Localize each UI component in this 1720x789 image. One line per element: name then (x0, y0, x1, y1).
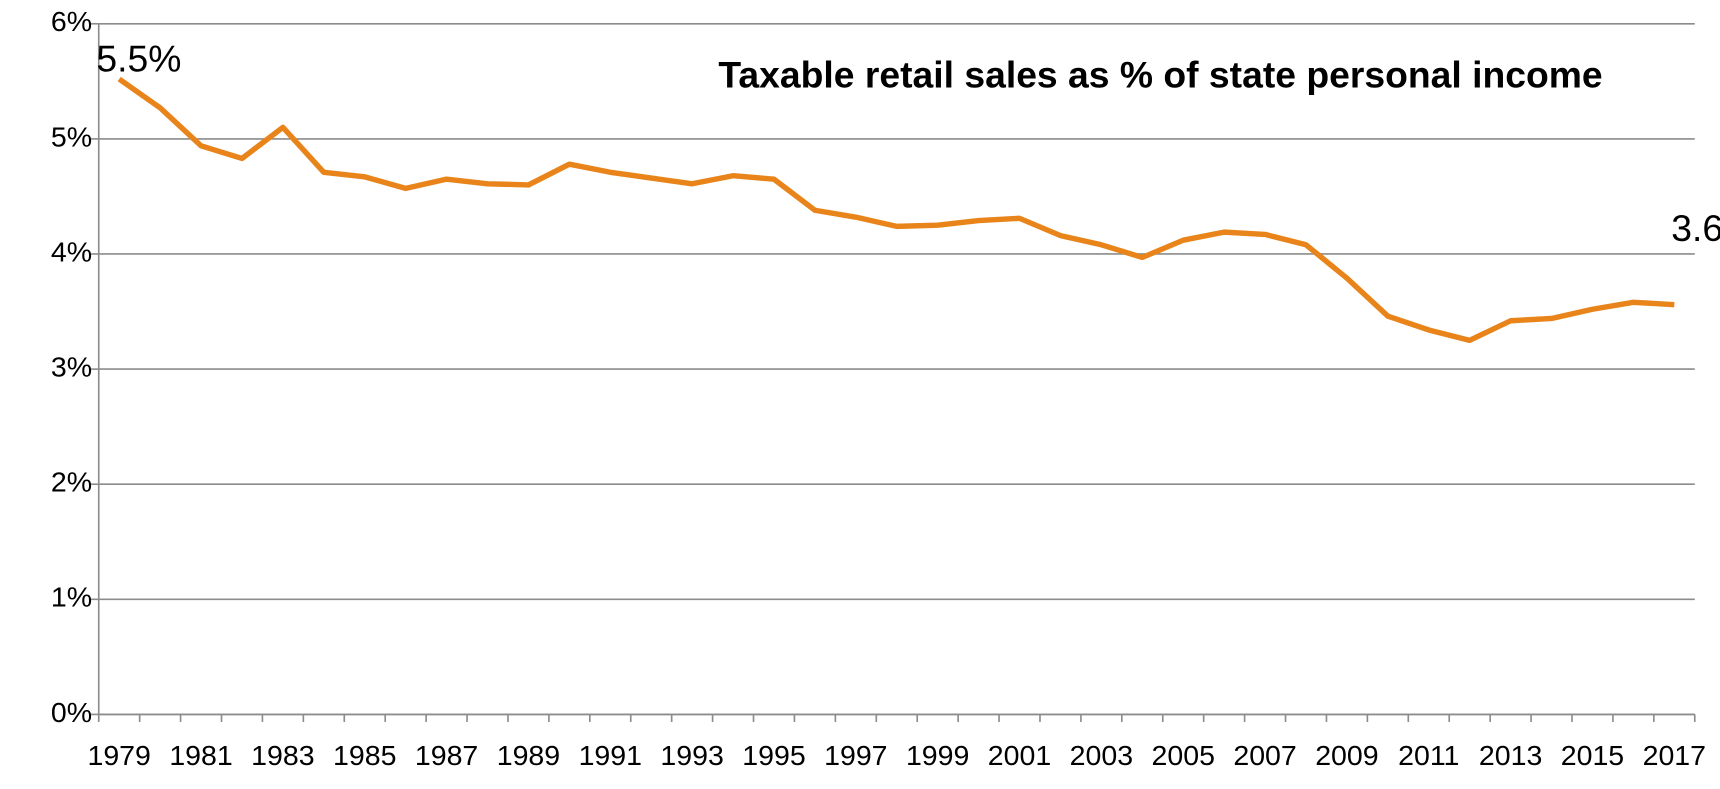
data-label: 3.6% (1671, 207, 1720, 249)
y-tick-label: 4% (51, 236, 92, 268)
data-line (117, 76, 1675, 344)
x-tick-label: 1989 (497, 739, 560, 771)
x-tick-label: 1979 (87, 739, 150, 771)
x-tick-label: 2013 (1479, 739, 1542, 771)
y-tick-label: 2% (51, 466, 92, 498)
x-tick-label: 2007 (1233, 739, 1296, 771)
x-tick-label: 1981 (169, 739, 232, 771)
y-tick-label: 3% (51, 351, 92, 383)
x-tick-label: 1997 (824, 739, 887, 771)
x-tick-label: 2005 (1152, 739, 1215, 771)
x-tick-label: 2017 (1643, 739, 1706, 771)
y-tick-label: 0% (51, 696, 92, 728)
x-tick-label: 1983 (251, 739, 314, 771)
x-tick-label: 1987 (415, 739, 478, 771)
y-tick-label: 5% (51, 121, 92, 153)
x-tick-label: 1991 (579, 739, 642, 771)
x-tick-label: 2015 (1561, 739, 1624, 771)
data-label: 5.5% (96, 38, 181, 80)
x-tick-label: 2001 (988, 739, 1051, 771)
x-tick-label: 1995 (742, 739, 805, 771)
x-tick-label: 1985 (333, 739, 396, 771)
x-tick-label: 2003 (1070, 739, 1133, 771)
y-tick-label: 6% (51, 5, 92, 37)
chart-title: Taxable retail sales as % of state perso… (718, 54, 1602, 96)
y-tick-label: 1% (51, 581, 92, 613)
x-tick-label: 1999 (906, 739, 969, 771)
x-tick-label: 2011 (1398, 739, 1459, 771)
x-tick-label: 2009 (1315, 739, 1378, 771)
x-tick-label: 1993 (660, 739, 723, 771)
